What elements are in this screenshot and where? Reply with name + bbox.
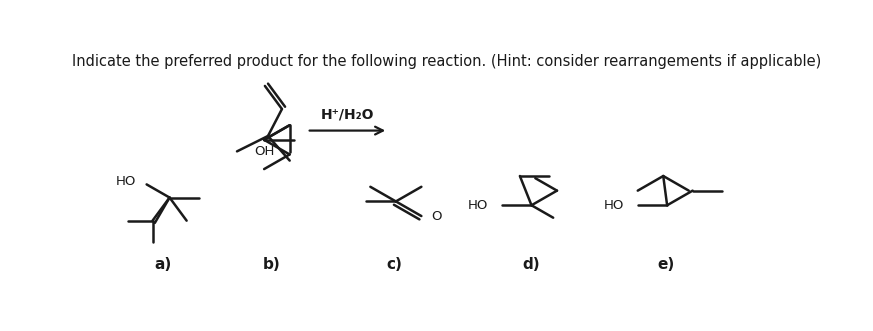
Text: HO: HO (603, 199, 623, 212)
Text: b): b) (263, 257, 281, 272)
Text: H⁺/H₂O: H⁺/H₂O (320, 107, 374, 121)
Text: e): e) (657, 257, 674, 272)
Text: d): d) (523, 257, 540, 272)
Text: HO: HO (468, 199, 488, 212)
Text: OH: OH (254, 145, 274, 158)
Text: Indicate the preferred product for the following reaction. (Hint: consider rearr: Indicate the preferred product for the f… (72, 54, 821, 69)
Text: a): a) (155, 257, 172, 272)
Text: O: O (431, 210, 442, 222)
Text: HO: HO (115, 175, 136, 188)
Text: c): c) (387, 257, 402, 272)
